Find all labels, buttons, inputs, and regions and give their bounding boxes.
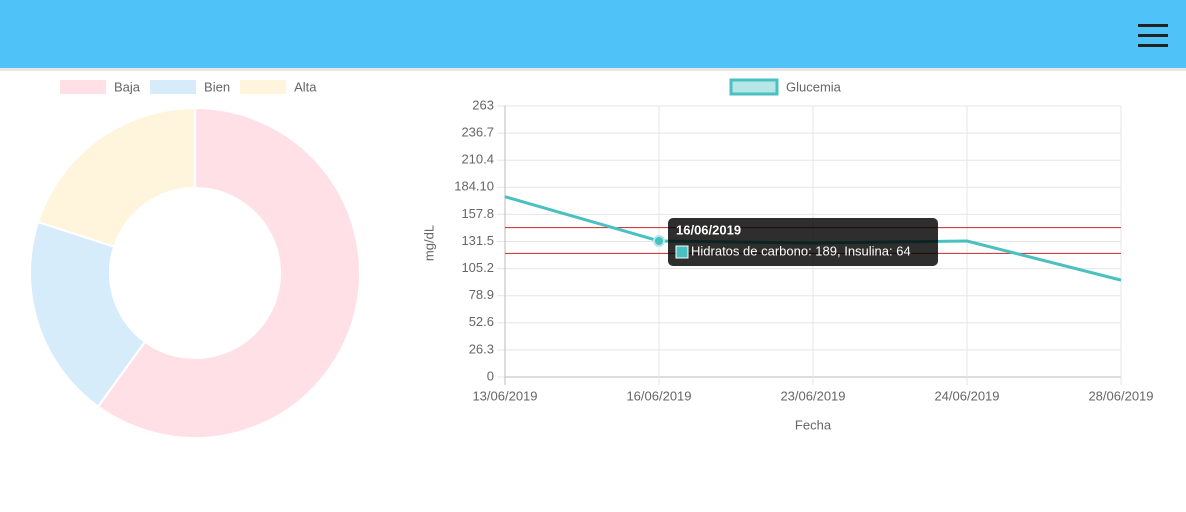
header-shadow <box>0 68 1186 71</box>
y-tick-label: 0 <box>487 368 494 383</box>
doughnut-slice <box>29 220 147 408</box>
y-tick-label: 236.7 <box>461 125 494 140</box>
y-tick-label: 157.8 <box>461 206 494 221</box>
legend-label: Glucemia <box>786 79 842 94</box>
menu-bar <box>1138 24 1168 27</box>
doughnut-slice <box>96 106 361 439</box>
y-tick-label: 78.9 <box>469 287 494 302</box>
legend-swatch <box>729 78 779 96</box>
x-axis-title: Fecha <box>795 417 832 432</box>
x-tick-label: 13/06/2019 <box>472 388 537 403</box>
x-tick-label: 24/06/2019 <box>934 388 999 403</box>
tooltip: 16/06/2019 Hidratos de carbono: 189, Insu… <box>668 218 938 266</box>
y-tick-label: 105.2 <box>461 260 494 275</box>
x-tick-label: 23/06/2019 <box>780 388 845 403</box>
tooltip-title: 16/06/2019 <box>676 222 741 237</box>
hover-point <box>653 234 665 247</box>
tooltip-body: Hidratos de carbono: 189, Insulina: 64 <box>691 243 911 258</box>
y-tick-label: 210.4 <box>461 152 494 167</box>
legend-label: Bien <box>204 79 230 94</box>
x-tick-label: 16/06/2019 <box>626 388 691 403</box>
menu-bar <box>1138 34 1168 37</box>
legend-swatch <box>60 80 106 94</box>
menu-bar <box>1138 44 1168 47</box>
y-tick-label: 131.5 <box>461 233 494 248</box>
y-axis-title: mg/dL <box>421 225 436 261</box>
tooltip-box <box>668 218 938 266</box>
y-tick-label: 52.6 <box>469 314 494 329</box>
legend-label: Alta <box>294 79 317 94</box>
header-bar <box>0 0 1186 68</box>
tooltip-swatch <box>675 245 689 259</box>
doughnut-slice <box>36 106 196 248</box>
y-tick-label: 263 <box>472 97 494 112</box>
legend-swatch <box>150 80 197 94</box>
legend-swatch <box>240 80 287 94</box>
y-tick-label: 26.3 <box>469 341 494 356</box>
x-tick-label: 28/06/2019 <box>1088 388 1153 403</box>
menu-button[interactable] <box>1138 24 1168 47</box>
y-tick-label: 184.10 <box>454 179 494 194</box>
legend-label: Baja <box>114 79 141 94</box>
